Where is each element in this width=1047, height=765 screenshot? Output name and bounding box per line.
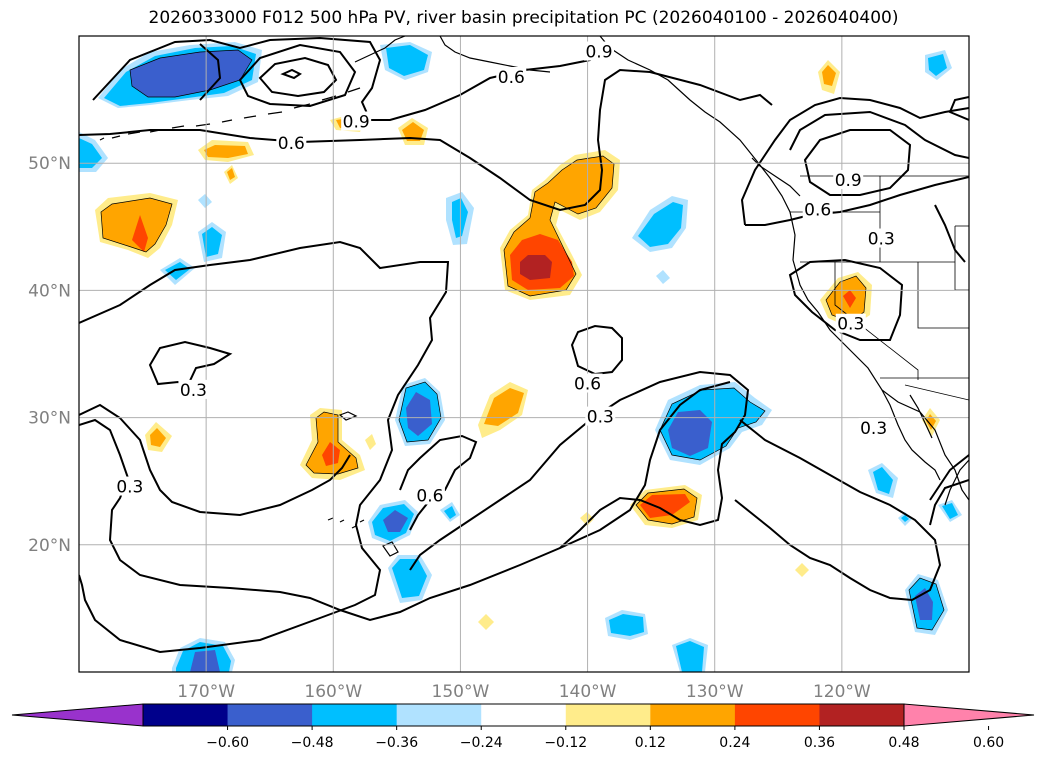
colorbar-segment	[312, 704, 398, 726]
contour-label: 0.3	[587, 408, 614, 428]
colorbar-tick-label: −0.48	[291, 735, 334, 751]
contour-label-bg	[178, 379, 209, 399]
contour-label-bg	[341, 111, 372, 131]
contour-label-bg	[414, 485, 445, 505]
contour-label-bg	[802, 199, 833, 219]
lon-tick-label: 170°W	[177, 682, 235, 702]
lat-tick-label: 20°N	[28, 536, 71, 556]
lon-tick-label: 160°W	[304, 682, 362, 702]
colorbar-tick-label: −0.24	[460, 735, 503, 751]
colorbar-segment	[819, 704, 905, 726]
contour-label: 0.3	[868, 230, 895, 250]
contour-label: 0.6	[804, 200, 831, 220]
colorbar-tick-label: −0.60	[206, 735, 249, 751]
colorbar-tick-label: 0.36	[804, 735, 835, 751]
contour-label-bg	[833, 170, 864, 190]
map-content: 0.60.90.90.60.90.60.30.30.3 0.60.30.30.60…	[79, 36, 969, 672]
colorbar-frame	[142, 703, 905, 727]
gridlines	[79, 36, 969, 672]
contour-label-bg	[114, 476, 145, 496]
lon-tick-label: 130°W	[686, 682, 744, 702]
contour-label: 0.3	[860, 419, 887, 439]
colorbar-segment	[481, 704, 567, 726]
contour-label-bg	[572, 373, 603, 393]
contour-label: 0.9	[585, 43, 612, 63]
lat-tick-label: 40°N	[28, 281, 71, 301]
contour-label: 0.3	[116, 478, 143, 498]
plot-frame	[78, 35, 970, 673]
colorbar-segment	[650, 704, 736, 726]
contour-label: 0.6	[574, 375, 601, 395]
contour-label: 0.3	[180, 381, 207, 401]
lat-axis-labels: 20°N 30°N 40°N 50°N	[28, 154, 71, 556]
contour-label: 0.6	[498, 68, 525, 88]
contour-label-bg	[866, 228, 897, 248]
map-title: 2026033000 F012 500 hPa PV, river basin …	[148, 8, 899, 28]
contour-label-bg	[496, 66, 527, 86]
colorbar-segment	[396, 704, 482, 726]
colorbar-segment	[734, 704, 820, 726]
contour-label-bg	[585, 406, 616, 426]
colorbar-tick-label: 0.12	[635, 735, 666, 751]
lon-tick-label: 120°W	[813, 682, 871, 702]
colorbar: −0.60 −0.48 −0.36 −0.24 −0.12 0.12 0.24 0.36 0.4…	[11, 703, 1035, 751]
contour-label: 0.6	[278, 134, 305, 154]
colorbar-segment	[565, 704, 651, 726]
contour-label-bg	[835, 313, 866, 333]
colorbar-tick-label: 0.60	[973, 735, 1004, 751]
contour-label-bg	[584, 41, 615, 61]
lat-tick-label: 50°N	[28, 154, 71, 174]
contour-labels: 0.60.90.90.60.90.60.30.30.3 0.60.30.30.60…	[114, 41, 897, 506]
contour-label: 0.3	[837, 315, 864, 335]
contour-label: 0.6	[416, 486, 443, 506]
lon-tick-label: 140°W	[559, 682, 617, 702]
contour-label: 0.9	[835, 171, 862, 191]
colorbar-extend-low	[11, 703, 144, 727]
colorbar-tick-label: 0.24	[719, 735, 750, 751]
colorbar-segment	[143, 704, 229, 726]
lon-tick-label: 150°W	[432, 682, 490, 702]
contour-label-bg	[276, 133, 307, 153]
lat-tick-label: 30°N	[28, 409, 71, 429]
colorbar-segment	[227, 704, 313, 726]
contour-label: 0.9	[343, 112, 370, 132]
colorbar-tick-label: −0.36	[375, 735, 418, 751]
lon-axis-labels: 170°W 160°W 150°W 140°W 130°W 120°W	[177, 682, 871, 702]
colorbar-tick-label: 0.48	[888, 735, 919, 751]
colorbar-extend-high	[903, 703, 1035, 727]
contour-label-bg	[858, 418, 889, 438]
colorbar-tick-label: −0.12	[544, 735, 587, 751]
